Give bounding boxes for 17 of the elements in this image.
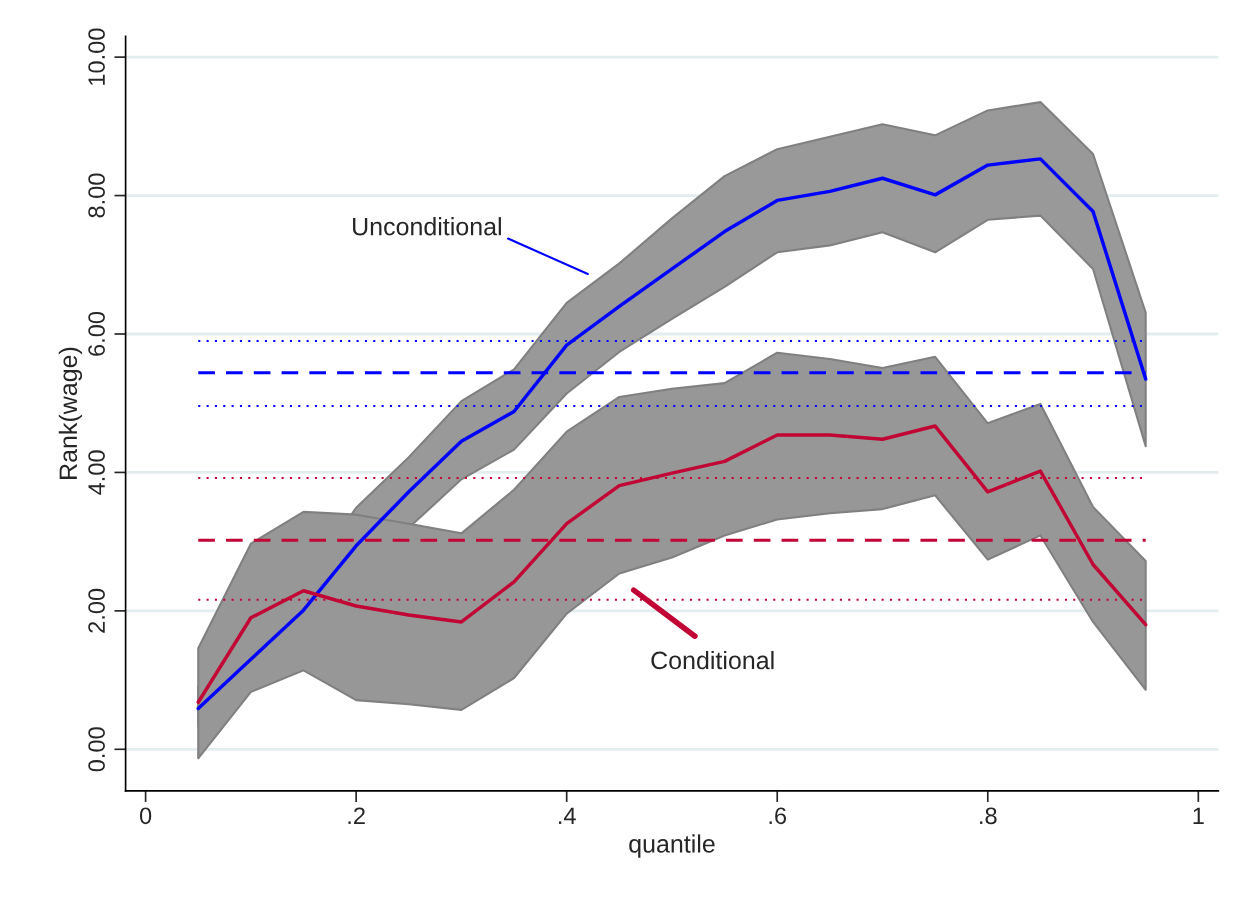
- x-tick-label: .6: [769, 807, 787, 825]
- x-tick-label: .4: [559, 807, 576, 824]
- line-series: [196, 424, 1148, 704]
- y-tick-label: 2.00: [88, 588, 105, 633]
- y-tick-label: 6.00: [88, 311, 105, 356]
- y-tick-label: 8.00: [88, 173, 105, 218]
- annotation: Unconditional: [353, 217, 501, 236]
- y-tick-label: 10.00: [88, 28, 105, 85]
- x-tick-label: .2: [348, 807, 365, 824]
- annotation: Conditional: [651, 650, 774, 670]
- y-axis-title: Rank(wage): [58, 347, 83, 479]
- x-tick-label: .8: [980, 807, 997, 825]
- y-tick-label: 0.00: [88, 727, 105, 772]
- x-tick-label: 1: [1193, 807, 1204, 824]
- y-tick-label: 4.00: [88, 450, 105, 495]
- x-tick-label: 0: [139, 807, 152, 825]
- x-axis-title: quantile: [629, 834, 715, 858]
